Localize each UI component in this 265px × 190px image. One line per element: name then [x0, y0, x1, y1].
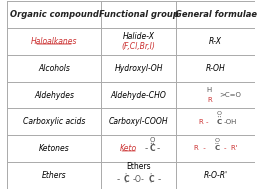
Text: R: R: [207, 97, 212, 103]
Text: Ethers: Ethers: [42, 171, 66, 180]
Text: General formulae: General formulae: [175, 10, 257, 19]
Text: Hydroxyl-OH: Hydroxyl-OH: [114, 64, 163, 73]
Text: O: O: [217, 111, 222, 116]
Text: R  -: R -: [194, 146, 205, 151]
Text: -: -: [158, 175, 161, 184]
Text: R-O-R': R-O-R': [204, 171, 228, 180]
Text: -O-: -O-: [133, 175, 144, 184]
Text: R -: R -: [198, 119, 208, 125]
Text: (F,Cl,Br,I): (F,Cl,Br,I): [122, 42, 156, 51]
Text: Keto: Keto: [120, 144, 137, 153]
Text: O: O: [149, 137, 155, 143]
Text: H: H: [207, 87, 212, 93]
Text: C: C: [149, 144, 155, 153]
Text: -OH: -OH: [223, 119, 237, 125]
Text: Ketones: Ketones: [39, 144, 69, 153]
Text: Aldehyde-CHO: Aldehyde-CHO: [111, 90, 166, 100]
Text: Halide-X: Halide-X: [123, 32, 154, 41]
Text: Carboxyl-COOH: Carboxyl-COOH: [109, 117, 169, 126]
Text: Functional group: Functional group: [99, 10, 179, 19]
Text: -  R': - R': [224, 146, 237, 151]
Text: R-X: R-X: [209, 37, 222, 46]
Text: -: -: [144, 144, 148, 153]
Text: C: C: [148, 175, 154, 184]
Text: Organic compound: Organic compound: [10, 10, 99, 19]
Text: C: C: [217, 119, 222, 125]
Text: -: -: [116, 175, 119, 184]
Text: C: C: [214, 146, 219, 151]
Text: Haloalkanes: Haloalkanes: [31, 37, 77, 46]
Text: Aldehydes: Aldehydes: [34, 90, 74, 100]
Text: Alcohols: Alcohols: [38, 64, 70, 73]
Text: Ethers: Ethers: [126, 162, 151, 171]
Text: Carboxylic acids: Carboxylic acids: [23, 117, 85, 126]
Text: >C=O: >C=O: [219, 92, 241, 98]
Text: -: -: [157, 144, 160, 153]
Text: R-OH: R-OH: [206, 64, 226, 73]
Text: O: O: [214, 138, 219, 143]
Text: C: C: [123, 175, 129, 184]
